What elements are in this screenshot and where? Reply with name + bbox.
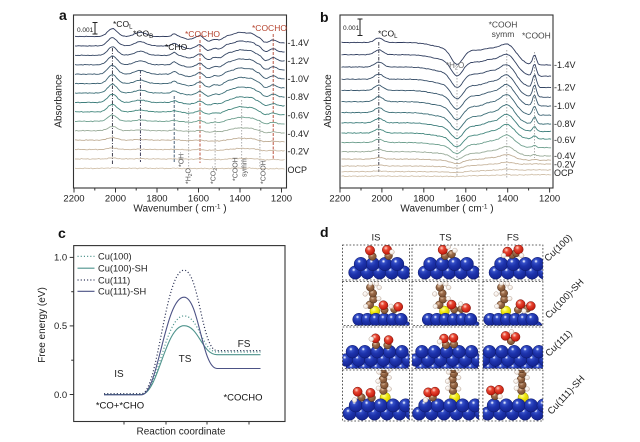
svg-text:*H2O: *H2O: [186, 167, 195, 184]
svg-text:TS: TS: [439, 233, 451, 244]
svg-text:*CO+*CHO: *CO+*CHO: [96, 401, 144, 412]
svg-text:-0.8V: -0.8V: [288, 92, 310, 102]
svg-text:-1.2V: -1.2V: [554, 83, 576, 93]
svg-text:-1.4V: -1.4V: [288, 38, 310, 48]
svg-text:*COB: *COB: [133, 29, 153, 41]
svg-text:-0.6V: -0.6V: [288, 111, 310, 121]
svg-text:1800: 1800: [146, 194, 167, 205]
svg-text:0.001: 0.001: [343, 25, 360, 32]
svg-text:-0.6V: -0.6V: [554, 135, 576, 145]
svg-text:1400: 1400: [497, 194, 518, 205]
svg-text:2000: 2000: [105, 194, 126, 205]
svg-text:*COOH: *COOH: [522, 31, 551, 41]
svg-text:1.0: 1.0: [54, 253, 67, 264]
svg-text:*OH-: *OH-: [178, 152, 186, 167]
svg-text:OCP: OCP: [288, 165, 308, 175]
svg-text:0.5: 0.5: [54, 321, 67, 332]
svg-text:*CHO: *CHO: [165, 42, 188, 52]
svg-text:Wavenumber ( cm-1 ): Wavenumber ( cm-1 ): [400, 204, 493, 215]
svg-text:-1.0V: -1.0V: [554, 101, 576, 111]
svg-text:1200: 1200: [271, 194, 292, 205]
svg-text:Absorbance: Absorbance: [54, 74, 65, 128]
svg-text:a: a: [59, 7, 67, 23]
svg-text:c: c: [58, 225, 66, 241]
svg-text:-0.4V: -0.4V: [288, 129, 310, 139]
svg-text:1800: 1800: [413, 194, 434, 205]
svg-text:1600: 1600: [188, 194, 209, 205]
svg-text:IS: IS: [114, 369, 124, 380]
svg-text:*H2O: *H2O: [446, 61, 464, 72]
svg-text:Free energy (eV): Free energy (eV): [37, 287, 48, 363]
svg-text:FS: FS: [507, 233, 519, 244]
svg-text:IS: IS: [372, 233, 381, 244]
svg-text:*CO2-: *CO2-: [210, 166, 219, 184]
svg-text:*COCHO: *COCHO: [185, 29, 220, 39]
svg-text:0.0: 0.0: [54, 390, 67, 401]
svg-text:-1.0V: -1.0V: [288, 74, 310, 84]
svg-text:Cu(100): Cu(100): [98, 252, 132, 262]
svg-text:*COOH: *COOH: [261, 160, 268, 184]
svg-text:symm: symm: [242, 158, 249, 177]
svg-text:-0.4V: -0.4V: [554, 151, 576, 161]
svg-text:Reaction coordinate: Reaction coordinate: [137, 427, 226, 438]
svg-text:TS: TS: [179, 354, 192, 365]
svg-text:*COOH: *COOH: [233, 157, 240, 181]
svg-text:-1.2V: -1.2V: [288, 56, 310, 66]
svg-text:1600: 1600: [455, 194, 476, 205]
svg-text:2200: 2200: [63, 194, 84, 205]
svg-text:d: d: [320, 224, 329, 240]
svg-text:*COL: *COL: [113, 19, 133, 31]
svg-text:-0.8V: -0.8V: [554, 119, 576, 129]
svg-text:b: b: [320, 9, 329, 25]
svg-text:symm: symm: [492, 29, 515, 39]
svg-text:FS: FS: [238, 339, 251, 350]
svg-text:0.001: 0.001: [77, 27, 94, 34]
svg-text:-1.4V: -1.4V: [554, 60, 576, 70]
svg-text:-0.2V: -0.2V: [288, 147, 310, 157]
svg-text:1200: 1200: [539, 194, 560, 205]
svg-text:2000: 2000: [371, 194, 392, 205]
svg-text:*COL: *COL: [378, 29, 398, 41]
svg-text:Cu(111)-SH: Cu(111)-SH: [98, 287, 146, 297]
svg-text:Absorbance: Absorbance: [323, 74, 334, 128]
svg-text:Wavenumber ( cm-1 ): Wavenumber ( cm-1 ): [133, 204, 226, 215]
svg-text:-0.2V: -0.2V: [554, 160, 576, 170]
svg-text:Cu(111): Cu(111): [98, 275, 130, 285]
svg-text:*COCHO: *COCHO: [223, 393, 262, 404]
svg-text:*COCHO: *COCHO: [252, 23, 287, 33]
svg-text:2200: 2200: [329, 194, 350, 205]
svg-text:1400: 1400: [229, 194, 250, 205]
svg-text:*COOH: *COOH: [489, 20, 518, 30]
svg-text:Cu(100)-SH: Cu(100)-SH: [98, 264, 148, 274]
svg-text:OCP: OCP: [554, 168, 574, 178]
